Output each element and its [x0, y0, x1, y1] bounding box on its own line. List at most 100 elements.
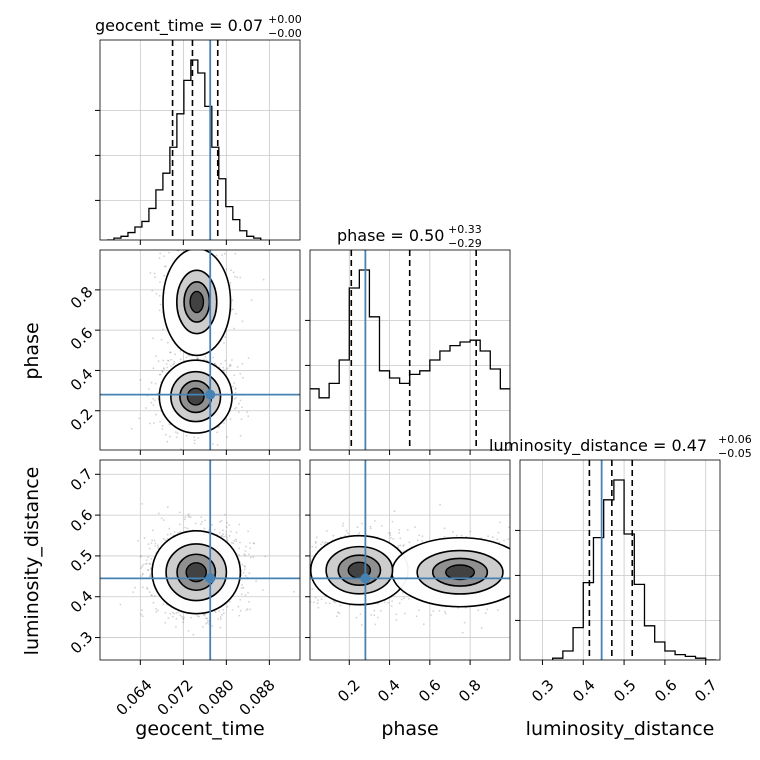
scatter-point	[250, 299, 253, 302]
scatter-point	[233, 539, 236, 542]
scatter-point	[237, 605, 240, 608]
scatter-point	[152, 337, 155, 340]
scatter-point	[162, 603, 165, 606]
scatter-point	[398, 602, 401, 605]
scatter-point	[415, 615, 418, 618]
scatter-point	[515, 582, 517, 584]
scatter-point	[170, 365, 172, 367]
scatter-point	[220, 535, 223, 537]
scatter-point	[392, 537, 394, 540]
scatter-point	[224, 336, 227, 338]
scatter-point	[212, 443, 214, 445]
scatter-point	[186, 527, 189, 530]
scatter-point	[176, 432, 179, 435]
scatter-point	[527, 565, 529, 567]
scatter-point	[239, 598, 242, 601]
scatter-point	[528, 576, 530, 578]
scatter-point	[529, 566, 531, 568]
scatter-point	[347, 532, 349, 534]
scatter-point	[341, 525, 344, 527]
scatter-point	[231, 359, 233, 361]
scatter-point	[226, 521, 229, 524]
scatter-point	[531, 561, 533, 563]
scatter-point	[247, 415, 250, 418]
scatter-point	[499, 521, 501, 524]
scatter-point	[538, 577, 540, 579]
scatter-point	[222, 612, 225, 614]
scatter-point	[197, 437, 200, 439]
scatter-point	[302, 553, 304, 555]
scatter-point	[165, 265, 167, 268]
tick-label-y-luminosity_distance-1: 0.4	[67, 587, 97, 617]
scatter-point	[157, 360, 160, 363]
scatter-point	[175, 436, 178, 439]
scatter-point	[154, 545, 157, 547]
scatter-point	[244, 554, 247, 557]
scatter-point	[526, 570, 528, 572]
scatter-point	[207, 619, 209, 622]
scatter-point	[148, 575, 151, 577]
tick-labels-layer: 0.064 0.072 0.080 0.088 0.2 0.4 0.6 0.8 …	[67, 283, 721, 719]
scatter-point	[183, 616, 185, 618]
scatter-point	[320, 598, 323, 601]
scatter-point	[249, 608, 252, 611]
scatter-point	[235, 397, 237, 399]
scatter-point	[402, 545, 405, 547]
scatter-point	[248, 553, 250, 556]
scatter-point	[242, 586, 245, 589]
scatter-point	[252, 542, 255, 544]
scatter-point	[141, 565, 143, 568]
scatter-point	[229, 418, 232, 421]
scatter-point	[140, 567, 143, 569]
tick-label-y-luminosity_distance-2: 0.5	[67, 546, 97, 576]
tick-label-y-phase-0: 0.2	[67, 405, 97, 435]
scatter-point	[439, 503, 441, 506]
title-geocent_time-plus: +0.00	[268, 13, 302, 26]
scatter-point	[175, 617, 178, 620]
scatter-point	[244, 574, 247, 577]
scatter-point	[185, 356, 188, 359]
scatter-point	[240, 418, 243, 420]
scatter-point	[139, 556, 142, 558]
scatter-point	[200, 523, 202, 525]
scatter-point	[512, 585, 514, 587]
scatter-point	[463, 621, 466, 624]
scatter-point	[198, 615, 200, 618]
x-axis-label-luminosity_distance: luminosity_distance	[526, 718, 715, 740]
scatter-point	[187, 513, 190, 515]
scatter-point	[404, 612, 406, 615]
scatter-point	[262, 278, 265, 281]
scatter-point	[238, 523, 241, 526]
scatter-point	[182, 618, 185, 620]
scatter-point	[189, 516, 192, 518]
scatter-point	[234, 387, 237, 390]
scatter-point	[184, 516, 187, 518]
scatter-point	[153, 422, 155, 424]
scatter-point	[238, 614, 241, 617]
scatter-point	[234, 275, 236, 278]
scatter-point	[216, 454, 218, 456]
scatter-point	[166, 366, 169, 369]
scatter-point	[232, 308, 234, 311]
scatter-point	[491, 536, 494, 539]
scatter-point	[317, 606, 320, 609]
scatter-point	[231, 609, 234, 611]
scatter-point	[503, 539, 505, 542]
scatter-point	[211, 523, 214, 526]
scatter-point	[140, 613, 143, 616]
scatter-point	[361, 522, 363, 525]
scatter-point	[190, 233, 192, 235]
scatter-point	[398, 532, 400, 534]
scatter-point	[161, 370, 164, 373]
scatter-point	[157, 609, 159, 612]
scatter-point	[175, 612, 178, 614]
scatter-point	[369, 525, 372, 528]
scatter-point	[238, 547, 241, 550]
scatter-point	[391, 520, 394, 523]
scatter-point	[247, 530, 250, 533]
scatter-point	[222, 366, 225, 369]
scatter-point	[225, 268, 228, 271]
scatter-point	[226, 436, 229, 438]
panel-frame-phase	[309, 249, 511, 451]
scatter-point	[369, 527, 372, 530]
